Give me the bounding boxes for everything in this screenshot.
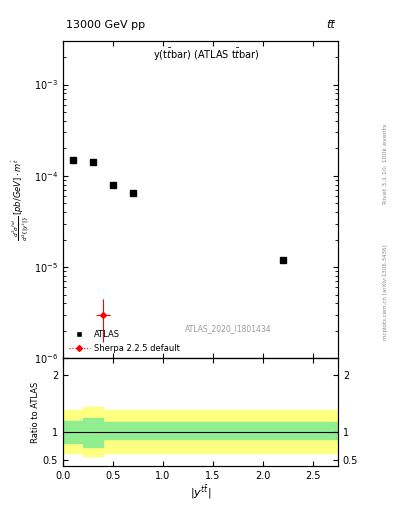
Y-axis label: Ratio to ATLAS: Ratio to ATLAS <box>31 381 40 443</box>
Text: tt̅: tt̅ <box>327 20 335 30</box>
X-axis label: $|y^{t\bar{t}}|$: $|y^{t\bar{t}}|$ <box>190 483 211 501</box>
Text: mcplots.cern.ch [arXiv:1306.3436]: mcplots.cern.ch [arXiv:1306.3436] <box>383 244 388 339</box>
Text: 13000 GeV pp: 13000 GeV pp <box>66 20 145 30</box>
Y-axis label: $\frac{d^2\sigma^{fid}}{d^2\{|y^{\bar{t}}|\}}\,[pb/GeV]\cdot m^{\bar{t}}$: $\frac{d^2\sigma^{fid}}{d^2\{|y^{\bar{t}… <box>11 158 33 241</box>
Text: ATLAS_2020_I1801434: ATLAS_2020_I1801434 <box>185 324 271 333</box>
Text: Rivet 3.1.10, 100k events: Rivet 3.1.10, 100k events <box>383 124 388 204</box>
Legend: ATLAS, Sherpa 2.2.5 default: ATLAS, Sherpa 2.2.5 default <box>65 327 183 356</box>
Text: y(t$\bar{t}$bar) (ATLAS t$\bar{t}$bar): y(t$\bar{t}$bar) (ATLAS t$\bar{t}$bar) <box>152 47 259 63</box>
